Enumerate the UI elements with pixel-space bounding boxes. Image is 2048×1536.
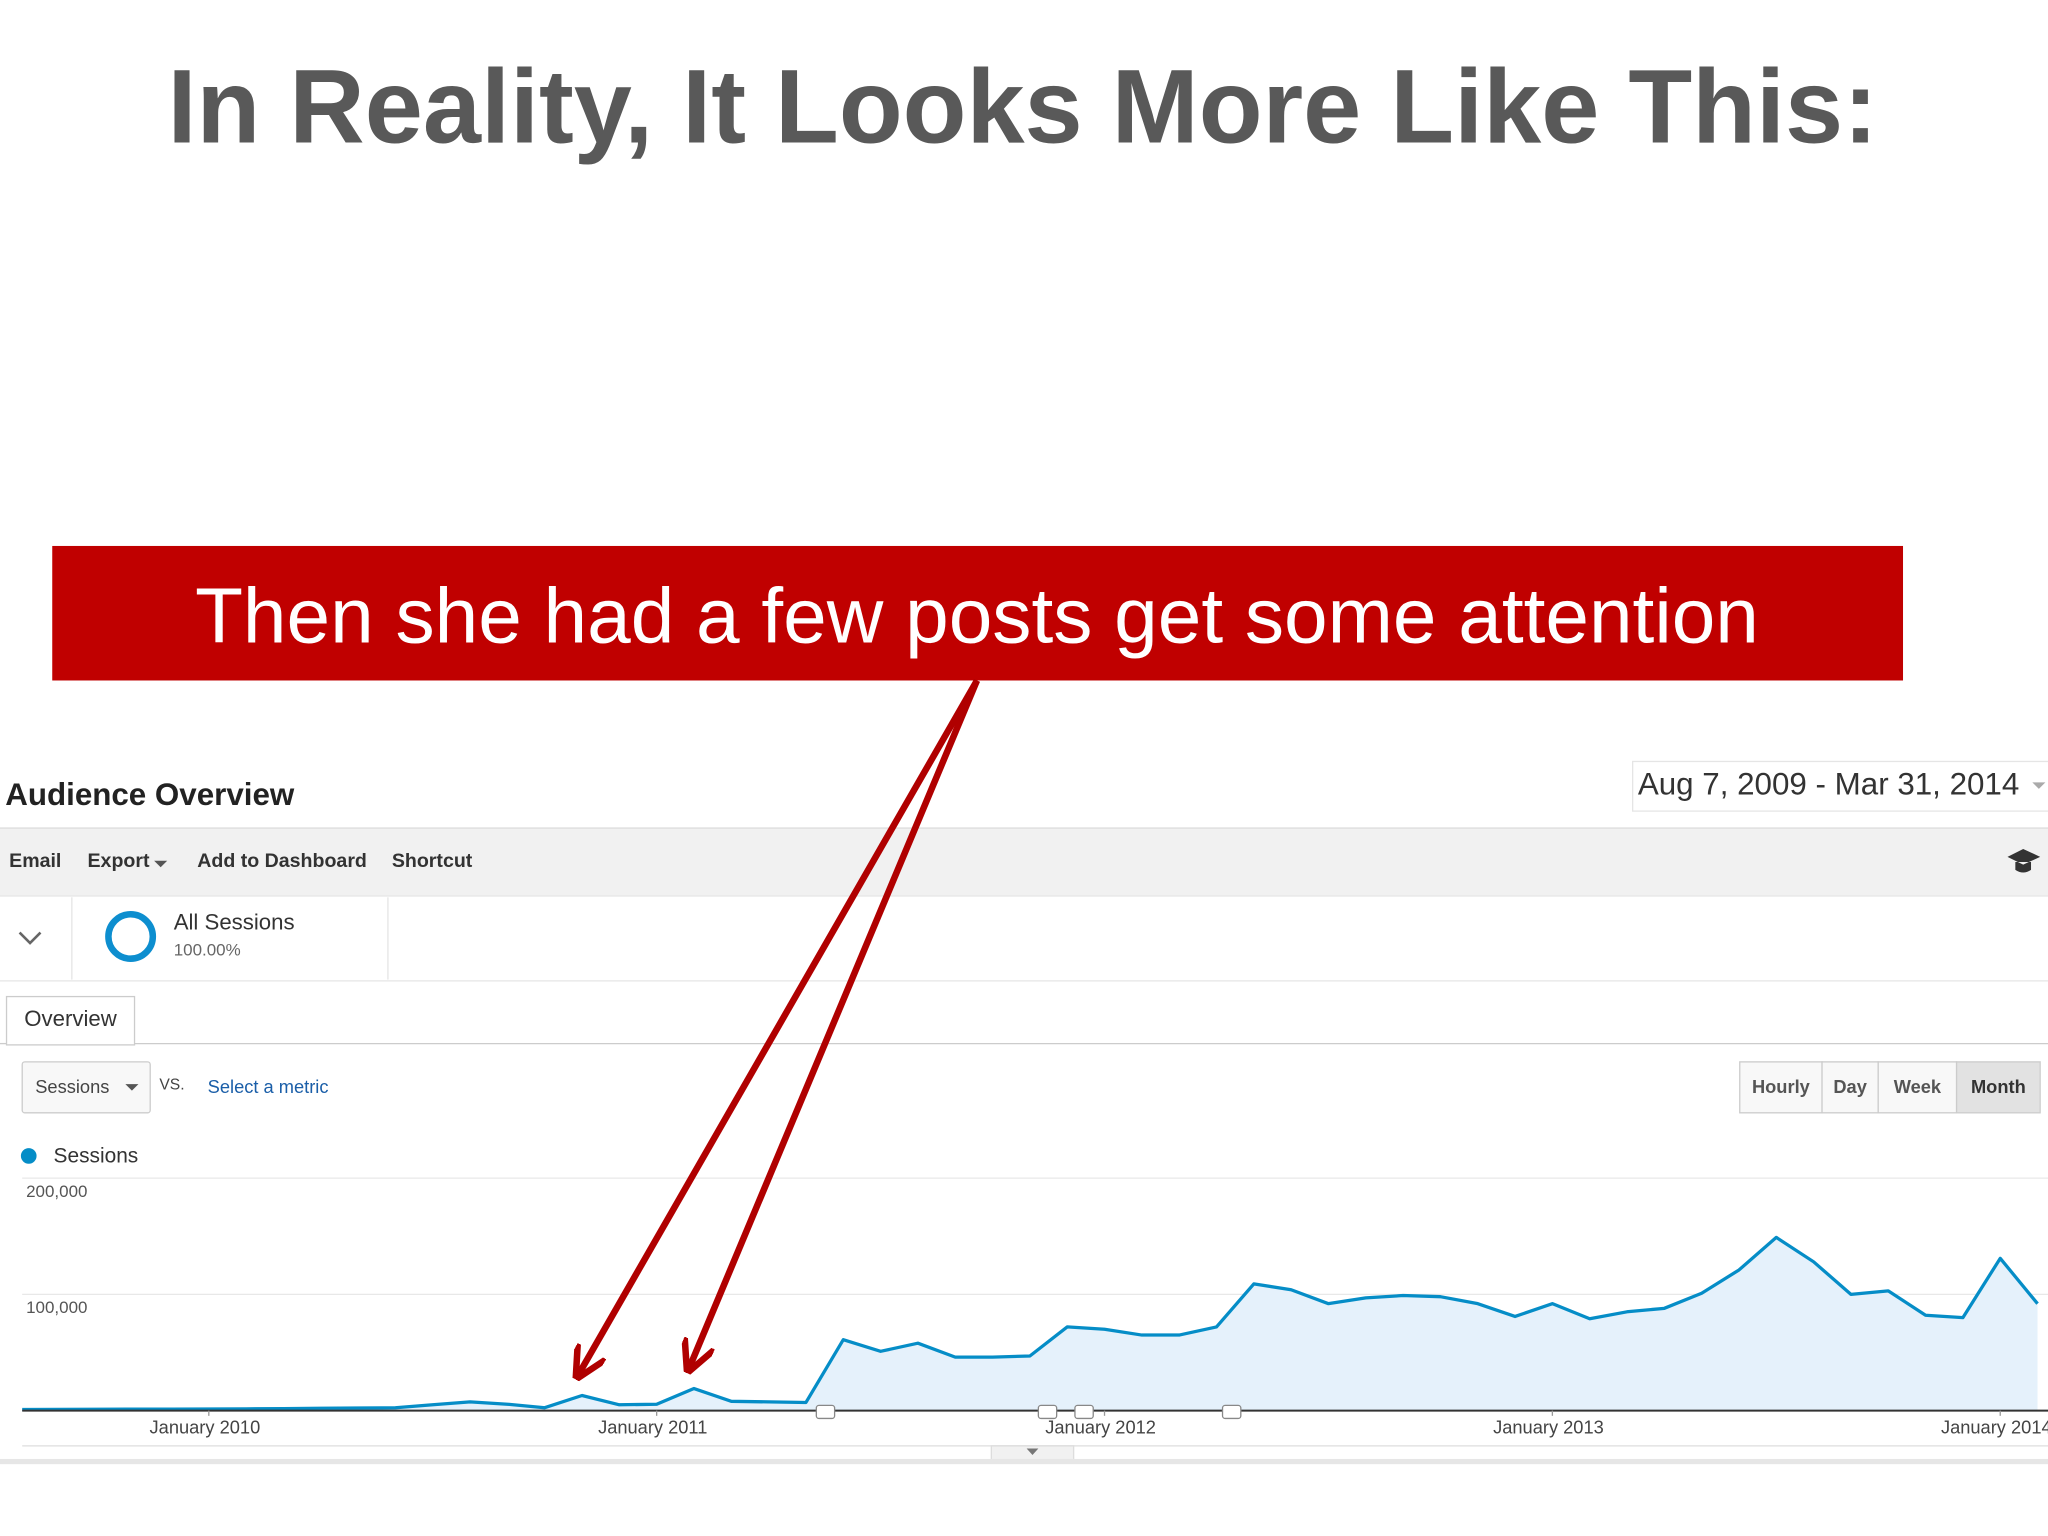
toolbar-item[interactable]: Export — [88, 850, 150, 872]
panel-title: Audience Overview — [5, 777, 295, 812]
toolbar-item[interactable]: Shortcut — [392, 850, 473, 872]
x-tick-label: January 2013 — [1493, 1417, 1604, 1438]
granularity-button[interactable] — [1955, 1061, 2041, 1114]
toolbar-items: Email Export Add to Dashboard Shortcut — [9, 850, 473, 872]
x-tick-label: January 2014 — [1941, 1417, 2048, 1438]
date-range[interactable]: Aug 7, 2009 - Mar 31, 2014 — [1638, 767, 2019, 802]
arrow — [577, 678, 980, 1376]
callout-box — [52, 545, 1904, 681]
granularity-button[interactable] — [1821, 1061, 1879, 1114]
tab-label[interactable]: Overview — [24, 1006, 117, 1031]
granularity-button[interactable] — [1877, 1061, 1958, 1114]
legend-marker — [20, 1148, 37, 1164]
date-caret — [2032, 782, 2046, 789]
granularity-label[interactable]: Week — [1894, 1076, 1942, 1097]
x-tick-label: January 2012 — [1045, 1417, 1156, 1438]
callout-text: Then she had a few posts get some attent… — [195, 571, 1759, 659]
x-tick-label: January 2010 — [150, 1417, 261, 1438]
arrow — [688, 679, 980, 1370]
segment-ring — [105, 911, 157, 962]
y-tick-label: 100,000 — [26, 1298, 87, 1317]
segment-name[interactable]: All Sessions — [174, 909, 295, 934]
slide-title: In Reality, It Looks More Like This: — [167, 49, 1877, 166]
segment-toggle[interactable] — [18, 931, 42, 945]
metric-caret — [125, 1084, 139, 1091]
metric-label[interactable]: Sessions — [35, 1076, 109, 1097]
toolbar-item[interactable]: Email — [9, 850, 61, 872]
line — [22, 1235, 2039, 1412]
help-icon[interactable] — [2007, 848, 2041, 873]
y-tick-label: 200,000 — [26, 1182, 87, 1201]
toolbar — [0, 828, 2048, 896]
x-tick-label: January 2011 — [598, 1417, 707, 1438]
granularity-label[interactable]: Day — [1833, 1076, 1867, 1097]
metric-dropdown[interactable] — [21, 1061, 151, 1114]
vs-label: VS. — [159, 1077, 184, 1094]
select-metric[interactable]: Select a metric — [208, 1076, 329, 1097]
date-picker[interactable] — [1631, 760, 2048, 812]
annotation-icon[interactable] — [1221, 1404, 1242, 1420]
toolbar-item[interactable]: Add to Dashboard — [197, 850, 367, 872]
granularity-label[interactable]: Month — [1971, 1076, 2026, 1097]
annotation-icon[interactable] — [1074, 1404, 1094, 1420]
granularity-buttons: Hourly Day Week Month — [1739, 1061, 2041, 1114]
chart: Sessions 100,000 200,000 January 2010 Januar… — [20, 1145, 2048, 1438]
panel-shadow — [0, 1458, 2048, 1465]
annotation-icon[interactable] — [815, 1404, 836, 1420]
resizer-caret — [1026, 1448, 1039, 1456]
segment-share: 100.00% — [174, 940, 241, 959]
annotation-icon[interactable] — [1037, 1404, 1058, 1420]
legend-label: Sessions — [54, 1145, 139, 1168]
analytics-panel: Audience Overview Aug 7, 2009 - Mar 31, … — [0, 760, 2048, 1114]
export-caret — [154, 860, 168, 868]
tab[interactable] — [5, 995, 136, 1046]
area — [22, 1237, 2038, 1411]
granularity-label[interactable]: Hourly — [1752, 1076, 1811, 1097]
granularity-button[interactable] — [1739, 1061, 1823, 1114]
